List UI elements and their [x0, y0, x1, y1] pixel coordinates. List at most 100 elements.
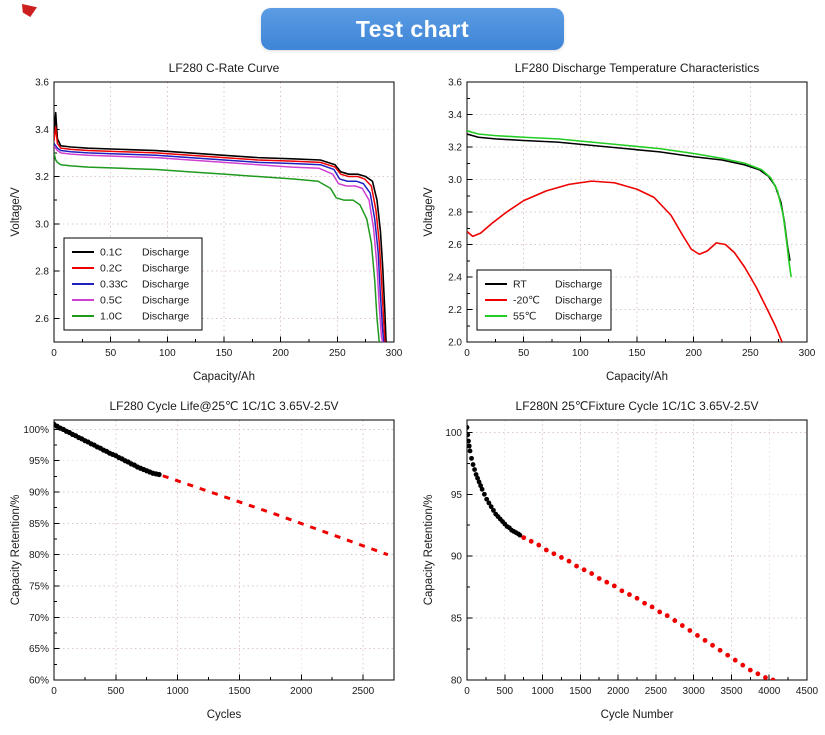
series-0.33C [54, 143, 385, 342]
data-point [156, 471, 162, 478]
x-tick-label: 4000 [758, 686, 781, 697]
x-axis-label: Capacity/Ah [606, 371, 668, 383]
y-tick-label: 2.6 [448, 240, 462, 251]
chart-temperature: 0 50 100 150 200 250 300 2.0 2.2 2.4 2.6 2.8 3.0 3.2 3… [417, 58, 822, 388]
y-tick-label: 3.0 [35, 219, 49, 230]
y-tick-label: 3.2 [35, 172, 49, 183]
data-point [479, 486, 485, 492]
data-point [483, 496, 489, 502]
data-point [466, 432, 470, 438]
data-point [466, 425, 470, 430]
y-tick-label: 3.6 [35, 78, 49, 89]
data-point [679, 623, 685, 628]
data-point [470, 462, 476, 467]
legend-series-label: Discharge [142, 247, 189, 259]
data-point [573, 563, 579, 569]
x-tick-label: 100 [159, 348, 176, 359]
data-point [770, 677, 776, 680]
x-tick-label: 0 [464, 348, 470, 359]
data-point [717, 647, 723, 653]
data-point [477, 483, 483, 489]
x-tick-label: 50 [105, 348, 117, 359]
legend-series-label: Discharge [555, 295, 602, 307]
y-tick-label: 90 [451, 552, 463, 563]
data-point [664, 613, 670, 619]
chart-title: LF280 C-Rate Curve [169, 61, 280, 75]
data-point [536, 542, 541, 548]
chart-title: LF280N 25℃Fixture Cycle 1C/1C 3.65V-2.5V [515, 399, 758, 413]
data-point [471, 467, 477, 472]
data-point [589, 571, 594, 576]
series-layer [466, 129, 792, 342]
series-RT [466, 133, 791, 261]
y-tick-label: 100% [24, 425, 50, 436]
legend-series-name: 0.33C [100, 279, 128, 291]
y-tick-label: 65% [29, 644, 49, 655]
data-point [747, 667, 753, 673]
x-tick-label: 1500 [229, 686, 252, 697]
legend-series-name: RT [513, 279, 527, 291]
series-0.2C [54, 126, 386, 342]
legend-series-label: Discharge [142, 279, 189, 291]
y-tick-label: 80% [29, 550, 49, 561]
data-point [634, 595, 640, 601]
chart-title: LF280 Cycle Life@25℃ 1C/1C 3.65V-2.5V [110, 399, 339, 413]
y-tick-label: 90% [29, 488, 49, 499]
x-tick-label: 0 [51, 348, 57, 359]
banner: Test chart [261, 8, 564, 50]
charts-grid: 0 50 100 150 200 250 300 2.6 2.8 3.0 3.2 3.4 3.6 LF28… [4, 58, 821, 726]
data-point [596, 576, 602, 581]
data-point [566, 558, 572, 564]
data-point [474, 475, 480, 481]
legend-series-name: 1.0C [100, 311, 123, 323]
plot-border [466, 419, 808, 681]
y-tick-label: 85 [451, 614, 463, 625]
series-layer [466, 425, 776, 680]
legend: 0.1C Discharge 0.2C Discharge 0.33C Discharge… [63, 237, 203, 331]
x-tick-label: 2000 [607, 686, 630, 697]
x-tick-label: 200 [273, 348, 290, 359]
y-tick-label: 3.2 [448, 143, 462, 154]
x-tick-label: 2500 [352, 686, 375, 697]
series-layer [54, 111, 388, 342]
data-point [521, 535, 526, 541]
data-point [517, 532, 523, 538]
x-tick-label: 3000 [682, 686, 705, 697]
data-point [481, 491, 487, 497]
y-tick-label: 70% [29, 613, 49, 624]
legend-series-label: Discharge [555, 311, 602, 323]
legend-series-name: 0.5C [100, 295, 123, 307]
data-point [486, 500, 492, 506]
legend-series-name: -20℃ [513, 295, 540, 307]
series--20℃ [466, 180, 783, 342]
series-layer [54, 421, 389, 557]
data-point [466, 438, 471, 444]
legend-series-label: Discharge [142, 295, 189, 307]
data-point [657, 609, 662, 615]
y-tick-label: 75% [29, 582, 49, 593]
chart-c-rate: 0 50 100 150 200 250 300 2.6 2.8 3.0 3.2 3.4 3.6 LF28… [4, 58, 409, 388]
y-tick-label: 2.8 [35, 267, 49, 278]
chart-fixture-cycle: 0 500 1000 1500 2000 2500 3000 3500 4000 4500 80 85… [417, 396, 822, 726]
series-55℃ [466, 129, 792, 278]
data-point [709, 642, 715, 648]
y-tick-label: 3.4 [35, 125, 49, 136]
y-tick-label: 85% [29, 519, 49, 530]
data-point [490, 507, 496, 513]
plot-border [53, 419, 395, 681]
data-point [762, 675, 768, 680]
y-axis-label: Voltage/V [10, 187, 22, 237]
data-point [467, 448, 473, 454]
data-point [604, 579, 609, 585]
x-tick-label: 200 [685, 348, 702, 359]
series-0.1C [54, 111, 388, 342]
y-axis-label: Voltage/V [423, 187, 435, 237]
data-point [694, 633, 700, 638]
x-axis-label: Cycle Number [600, 709, 673, 721]
data-point [558, 555, 564, 560]
data-point [740, 662, 745, 668]
legend-series-label: Discharge [142, 311, 189, 323]
banner-title: Test chart [355, 15, 470, 42]
y-tick-label: 2.4 [448, 273, 462, 284]
